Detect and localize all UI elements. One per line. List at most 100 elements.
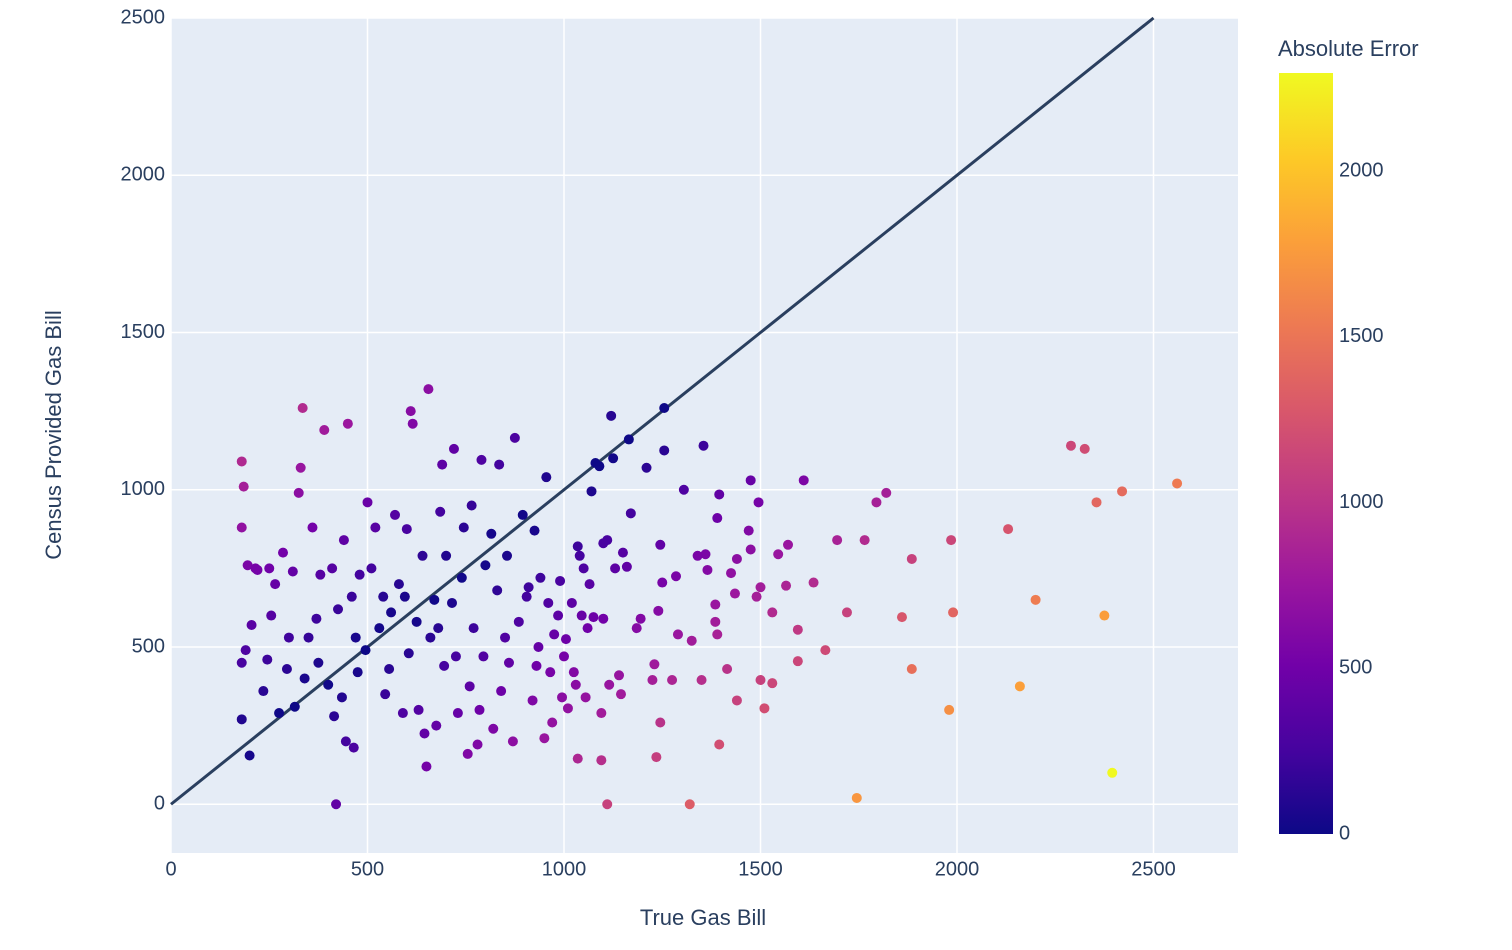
point xyxy=(798,475,809,486)
point xyxy=(531,660,542,671)
point xyxy=(743,525,754,536)
colorbar-tick-label: 0 xyxy=(1339,822,1350,844)
point xyxy=(464,681,475,692)
point xyxy=(572,541,583,552)
point xyxy=(270,579,281,590)
point xyxy=(441,550,452,561)
point xyxy=(378,591,389,602)
point xyxy=(417,550,428,561)
point xyxy=(792,656,803,667)
point xyxy=(311,613,322,624)
point xyxy=(541,472,552,483)
point xyxy=(783,539,794,550)
point xyxy=(287,566,298,577)
point xyxy=(726,568,737,579)
point xyxy=(266,610,277,621)
point xyxy=(488,723,499,734)
point xyxy=(684,799,695,810)
point xyxy=(625,508,636,519)
x-tick-label: 0 xyxy=(165,858,176,880)
point xyxy=(871,497,882,508)
point xyxy=(507,736,518,747)
point xyxy=(517,509,528,520)
point xyxy=(397,708,408,719)
point xyxy=(580,692,591,703)
point xyxy=(710,599,721,610)
point xyxy=(631,623,642,634)
point xyxy=(425,632,436,643)
point xyxy=(384,664,395,675)
point xyxy=(1030,594,1041,605)
point xyxy=(429,594,440,605)
point xyxy=(354,569,365,580)
point xyxy=(452,708,463,719)
point xyxy=(523,582,534,593)
point xyxy=(647,675,658,686)
y-tick-label: 1000 xyxy=(121,478,166,500)
point xyxy=(570,679,581,690)
point xyxy=(712,513,723,524)
point xyxy=(588,612,599,623)
point xyxy=(413,704,424,715)
point xyxy=(370,522,381,533)
point xyxy=(582,623,593,634)
point xyxy=(478,651,489,662)
point xyxy=(480,560,491,571)
point xyxy=(659,445,670,456)
point xyxy=(948,607,959,618)
point xyxy=(651,752,662,763)
point xyxy=(407,418,418,429)
point xyxy=(450,651,461,662)
point xyxy=(604,679,615,690)
point xyxy=(274,708,285,719)
point xyxy=(672,629,683,640)
point xyxy=(598,613,609,624)
point xyxy=(492,585,503,596)
point xyxy=(527,695,538,706)
point xyxy=(621,561,632,572)
point xyxy=(411,616,422,627)
point xyxy=(313,657,324,668)
point xyxy=(348,742,359,753)
point xyxy=(462,748,473,759)
point xyxy=(500,632,511,643)
point xyxy=(759,703,770,714)
point xyxy=(578,563,589,574)
point xyxy=(753,497,764,508)
point xyxy=(264,563,275,574)
point xyxy=(657,577,668,588)
y-tick-label: 0 xyxy=(154,793,165,815)
point xyxy=(360,645,371,656)
point xyxy=(700,549,711,560)
point xyxy=(617,547,628,558)
point xyxy=(295,462,306,473)
point xyxy=(401,524,412,535)
point xyxy=(572,753,583,764)
colorbar-tick-label: 500 xyxy=(1339,657,1372,679)
point xyxy=(1117,486,1128,497)
y-tick-label: 2500 xyxy=(121,6,166,28)
point xyxy=(568,667,579,678)
point xyxy=(678,484,689,495)
point xyxy=(374,623,385,634)
point xyxy=(236,522,247,533)
point xyxy=(671,571,682,582)
point xyxy=(841,607,852,618)
point xyxy=(686,635,697,646)
point xyxy=(755,675,766,686)
point xyxy=(808,577,819,588)
point xyxy=(303,632,314,643)
point xyxy=(533,642,544,653)
point xyxy=(906,553,917,564)
point xyxy=(547,717,558,728)
point xyxy=(262,654,273,665)
point xyxy=(494,459,505,470)
point xyxy=(366,563,377,574)
point xyxy=(767,607,778,618)
point xyxy=(559,651,570,662)
point xyxy=(586,486,597,497)
point xyxy=(859,535,870,546)
point xyxy=(731,553,742,564)
point xyxy=(466,500,477,511)
point xyxy=(1091,497,1102,508)
